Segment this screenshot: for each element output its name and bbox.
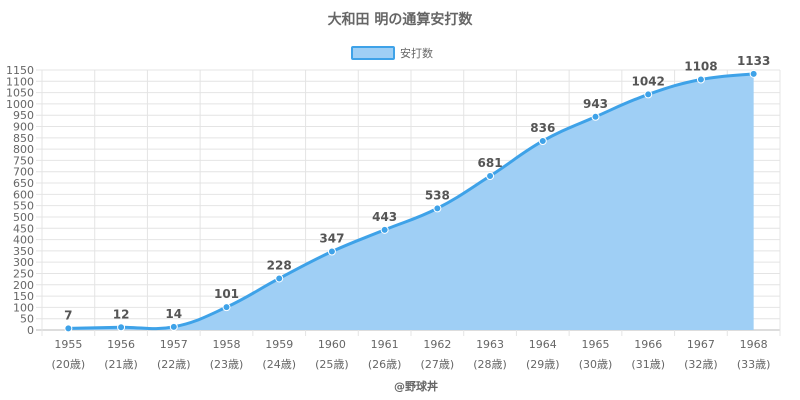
x-tick-age-label: (29歳)	[526, 358, 560, 371]
data-point	[433, 204, 442, 213]
y-tick-label: 100	[13, 301, 34, 314]
y-tick-label: 250	[13, 267, 34, 280]
x-tick-label: 1967	[687, 338, 715, 351]
y-tick-label: 350	[13, 245, 34, 258]
x-tick-label: 1957	[160, 338, 188, 351]
y-tick-label: 200	[13, 279, 34, 292]
x-tick-label: 1963	[476, 338, 504, 351]
data-label: 347	[319, 232, 344, 246]
x-tick-age-label: (32歳)	[684, 358, 718, 371]
data-point	[749, 69, 758, 78]
x-tick-age-label: (24歳)	[262, 358, 296, 371]
x-tick-label: 1960	[318, 338, 346, 351]
series-area-fill	[68, 73, 754, 330]
x-tick-label: 1956	[107, 338, 135, 351]
chart-title: 大和田 明の通算安打数	[328, 11, 474, 28]
y-tick-label: 1100	[6, 75, 34, 88]
data-point	[275, 274, 284, 283]
x-tick-label: 1962	[423, 338, 451, 351]
x-tick-age-label: (27歳)	[421, 358, 455, 371]
x-tick-age-label: (26歳)	[368, 358, 402, 371]
x-tick-age-label: (23歳)	[210, 358, 244, 371]
data-label: 228	[267, 258, 292, 272]
data-label: 1133	[737, 54, 770, 68]
x-tick-label: 1961	[371, 338, 399, 351]
x-tick-label: 1959	[265, 338, 293, 351]
data-label: 836	[530, 121, 555, 135]
y-tick-label: 600	[13, 188, 34, 201]
x-tick-label: 1964	[529, 338, 557, 351]
footer-credit: @野球丼	[394, 379, 438, 393]
x-tick-age-label: (30歳)	[579, 358, 613, 371]
series-area	[68, 72, 754, 331]
x-tick-label: 1968	[740, 338, 768, 351]
y-tick-label: 1050	[6, 87, 34, 100]
y-tick-label: 400	[13, 234, 34, 247]
y-tick-label: 550	[13, 200, 34, 213]
data-label: 943	[583, 97, 608, 111]
data-labels: 7 12 14 101 228 347 443 538 681 836 943 1042 1108 113…	[64, 54, 770, 323]
y-tick-label: 450	[13, 222, 34, 235]
data-point	[327, 247, 336, 256]
y-tick-label: 1150	[6, 64, 34, 77]
y-axis-ticks: 0501001502002503003504004505005506006507…	[6, 64, 34, 337]
x-tick-label: 1965	[582, 338, 610, 351]
y-tick-label: 800	[13, 143, 34, 156]
data-point	[486, 172, 495, 181]
data-label: 1042	[632, 74, 665, 88]
y-tick-label: 900	[13, 121, 34, 134]
data-point	[696, 75, 705, 84]
data-label: 1108	[684, 59, 717, 73]
y-tick-label: 0	[27, 324, 34, 337]
data-point	[644, 90, 653, 99]
x-tick-age-label: (22歳)	[157, 358, 191, 371]
y-tick-label: 500	[13, 211, 34, 224]
data-label: 12	[113, 307, 130, 321]
data-label: 681	[478, 156, 503, 170]
data-label: 538	[425, 188, 450, 202]
x-axis-ticks: 1955 (20歳) 1956 (21歳) 1957 (22歳) 1958 (23歳) 1959…	[52, 338, 771, 371]
y-tick-label: 650	[13, 177, 34, 190]
data-label: 14	[165, 307, 182, 321]
data-point	[117, 323, 126, 332]
x-tick-age-label: (21歳)	[104, 358, 138, 371]
y-tick-label: 300	[13, 256, 34, 269]
x-tick-label: 1955	[54, 338, 82, 351]
data-label: 101	[214, 287, 239, 301]
x-tick-age-label: (31歳)	[631, 358, 665, 371]
x-tick-age-label: (33歳)	[737, 358, 771, 371]
legend-label: 安打数	[400, 46, 433, 60]
data-point	[380, 225, 389, 234]
data-point	[538, 136, 547, 145]
series-line	[68, 72, 754, 331]
y-tick-label: 150	[13, 290, 34, 303]
data-point	[591, 112, 600, 121]
data-point	[169, 322, 178, 331]
y-tick-label: 950	[13, 109, 34, 122]
y-tick-label: 50	[20, 313, 34, 326]
legend: 安打数	[351, 46, 433, 60]
y-tick-label: 750	[13, 154, 34, 167]
legend-swatch	[351, 46, 395, 60]
data-point	[222, 303, 231, 312]
x-tick-age-label: (20歳)	[52, 358, 86, 371]
x-tick-label: 1966	[634, 338, 662, 351]
x-tick-label: 1958	[213, 338, 241, 351]
data-label: 443	[372, 210, 397, 224]
y-tick-label: 850	[13, 132, 34, 145]
data-points	[64, 69, 758, 333]
x-tick-age-label: (28歳)	[473, 358, 507, 371]
x-tick-age-label: (25歳)	[315, 358, 349, 371]
data-label: 7	[64, 308, 72, 322]
y-tick-label: 1000	[6, 98, 34, 111]
y-tick-label: 700	[13, 166, 34, 179]
data-point	[64, 324, 73, 333]
